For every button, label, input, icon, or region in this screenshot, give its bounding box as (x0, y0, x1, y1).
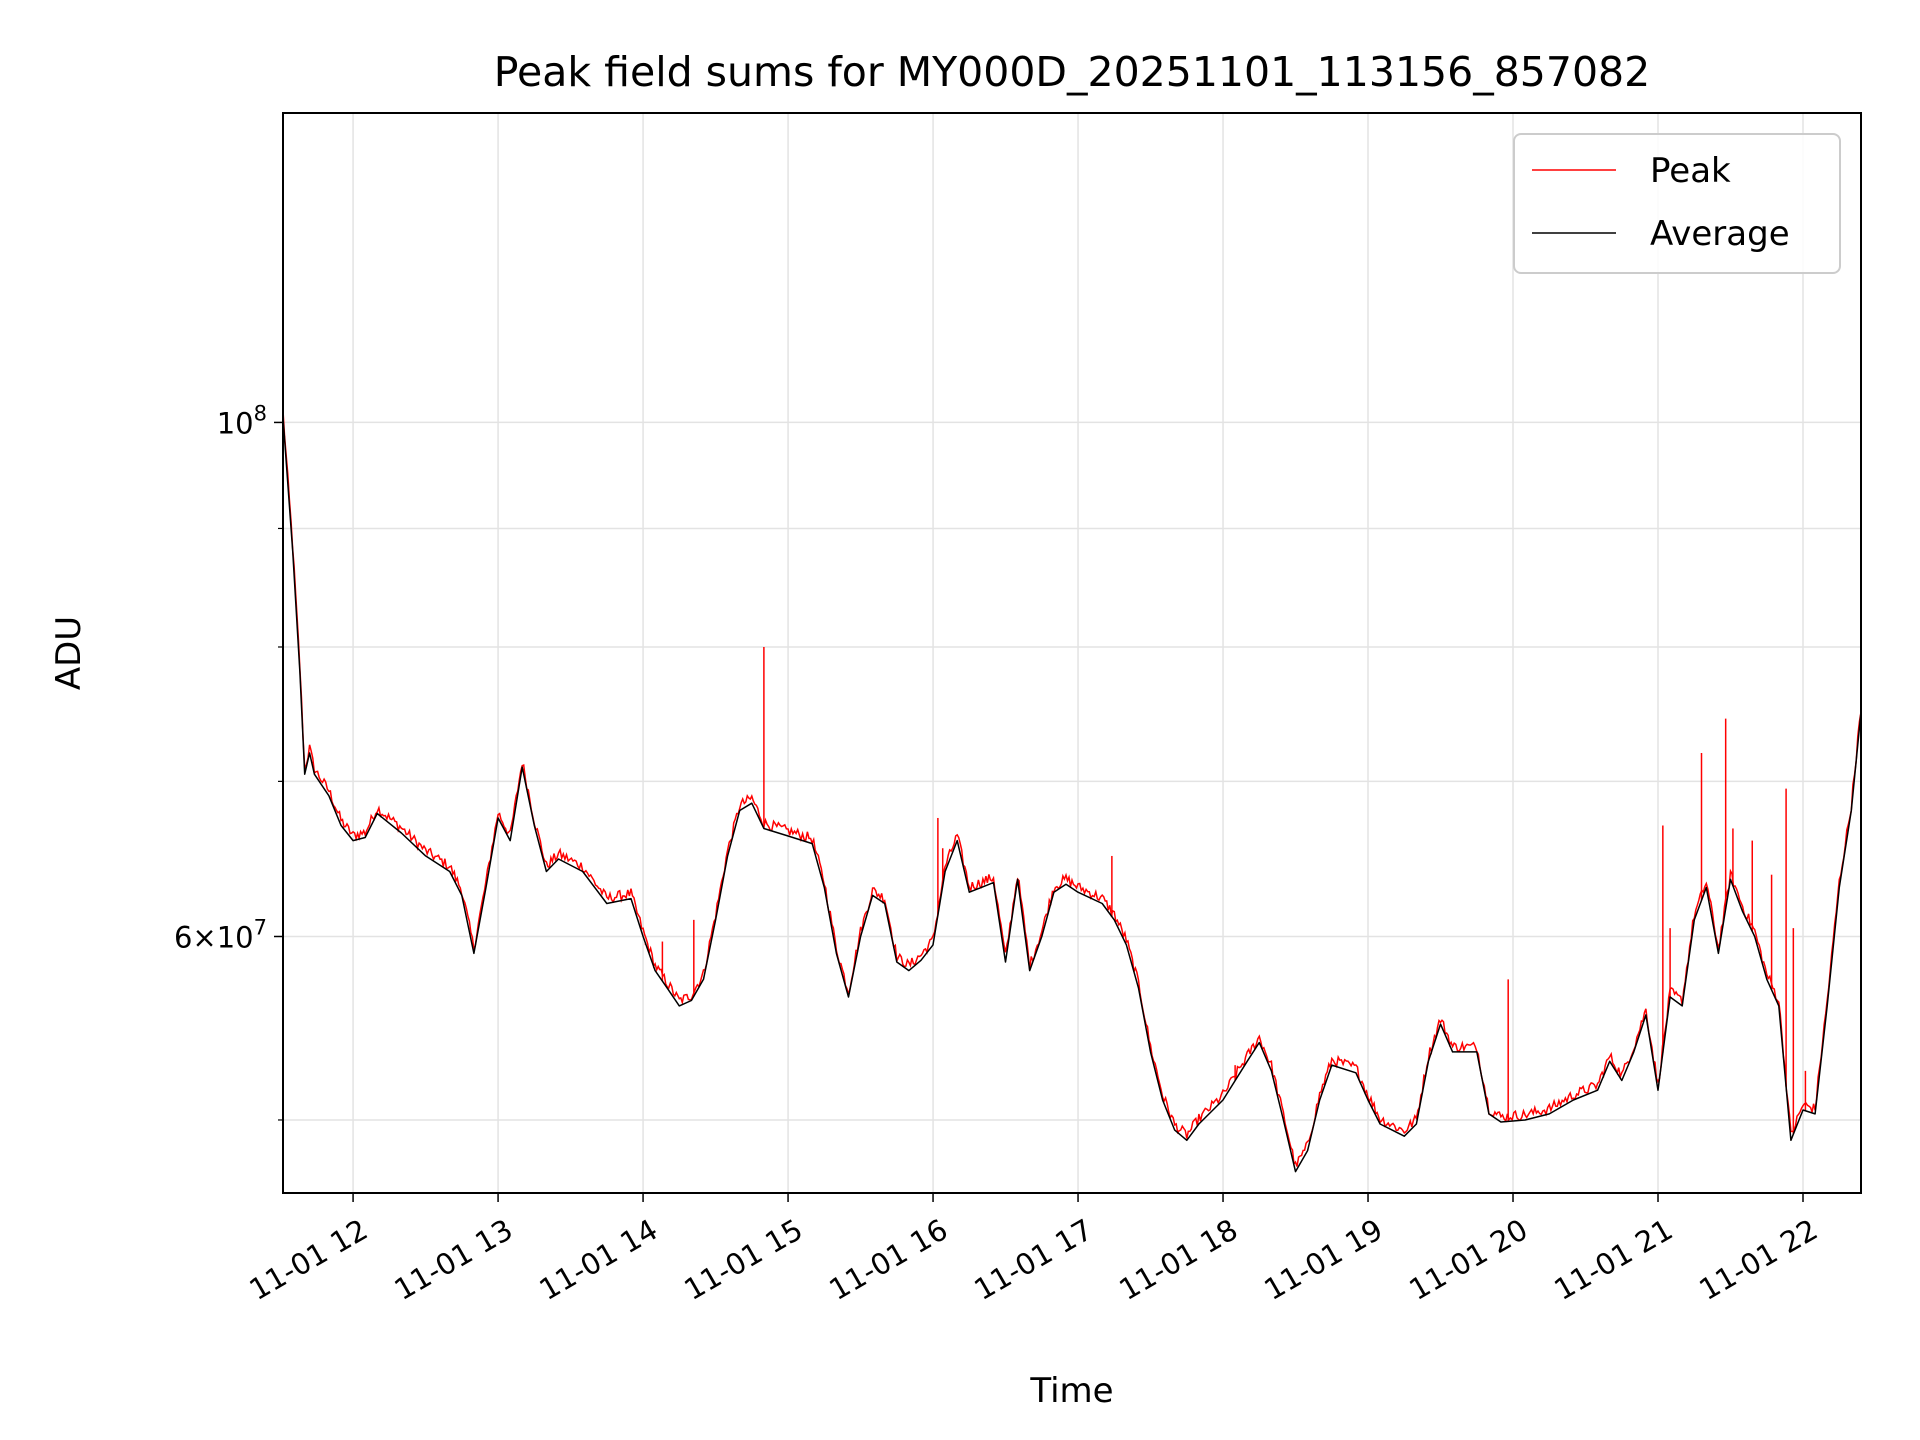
y-tick-exponent: 8 (254, 401, 267, 425)
series-average-line (282, 417, 1862, 1173)
y-tick-times: × (192, 920, 216, 954)
y-tick-base: 10 (217, 406, 254, 440)
y-axis-title: ADU (49, 616, 89, 690)
x-axis-title: Time (1029, 1371, 1113, 1411)
plot-frame (282, 112, 1862, 1194)
legend-label-average: Average (1650, 214, 1790, 254)
y-tick-exponent: 7 (254, 915, 267, 939)
legend: Peak Average (1513, 133, 1841, 274)
y-tick-mantissa: 6 (174, 920, 192, 954)
y-tick-label: 108 (217, 401, 267, 440)
grid-lines (283, 113, 1861, 1193)
y-tick-label: 6×107 (174, 915, 267, 954)
y-tick-base: 10 (217, 920, 254, 954)
chart-title: Peak field sums for MY000D_20251101_1131… (494, 48, 1650, 96)
legend-label-peak: Peak (1650, 151, 1731, 191)
series-peak-line (282, 410, 1862, 1167)
legend-box (1513, 133, 1841, 274)
